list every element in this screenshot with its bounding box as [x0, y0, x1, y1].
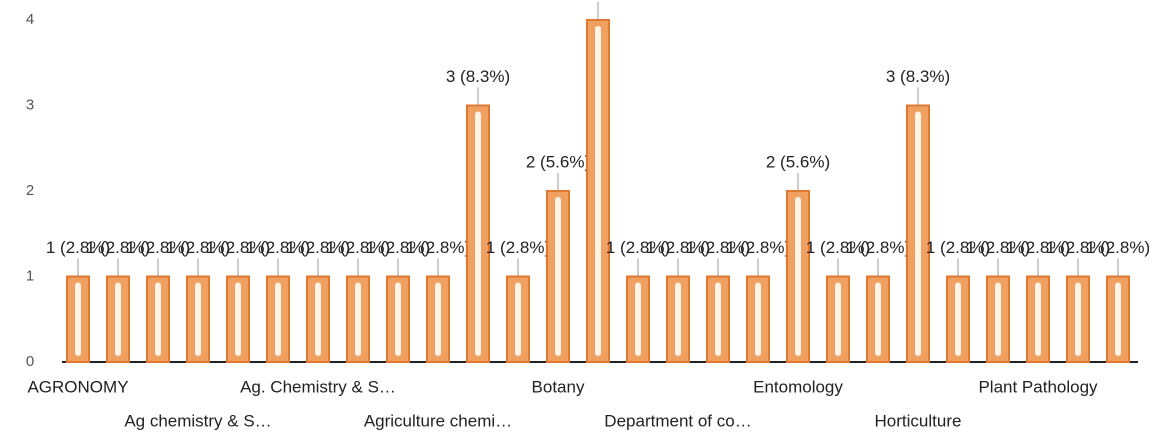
x-tick-label: Agriculture chemi…	[364, 411, 512, 430]
bar-highlight	[275, 282, 281, 356]
bar-highlight	[315, 282, 321, 356]
bar-highlight	[1115, 282, 1121, 356]
data-label: 1 (2.8%)	[606, 238, 670, 257]
bar-highlight	[675, 282, 681, 356]
bar-highlight	[875, 282, 881, 356]
bar-highlight	[195, 282, 201, 356]
y-tick-label: 2	[26, 182, 34, 199]
bar-highlight	[435, 282, 441, 356]
bar-highlight	[915, 111, 921, 356]
bar-highlight	[795, 197, 801, 356]
data-label: 1 (2.8%)	[846, 238, 910, 257]
data-label: 1 (2.8%)	[86, 238, 150, 257]
data-label: 1 (2.8%)	[406, 238, 470, 257]
bar-highlight	[715, 282, 721, 356]
bar-highlight	[515, 282, 521, 356]
data-label: 1 (2.8%)	[646, 238, 710, 257]
data-label: 1 (2.8%)	[966, 238, 1030, 257]
bar-highlight	[755, 282, 761, 356]
data-label: 1 (2.8%)	[806, 238, 870, 257]
y-tick-label: 3	[26, 96, 34, 113]
bar-highlight	[1075, 282, 1081, 356]
data-label: 1 (2.8%)	[1006, 238, 1070, 257]
data-label: 1 (2.8%)	[686, 238, 750, 257]
x-tick-label: Botany	[532, 377, 585, 396]
x-tick-label: Entomology	[753, 377, 843, 396]
data-label: 1 (2.8%)	[366, 238, 430, 257]
x-tick-label: Department of co…	[604, 411, 751, 430]
data-label: 1 (2.8%)	[246, 238, 310, 257]
data-label: 3 (8.3%)	[886, 67, 950, 86]
bar-highlight	[355, 282, 361, 356]
x-tick-label: Plant Pathology	[978, 377, 1098, 396]
data-label: 3 (8.3%)	[446, 67, 510, 86]
x-tick-label: Horticulture	[875, 411, 962, 430]
data-label: 1 (2.8%)	[286, 238, 350, 257]
data-label: 1 (2.8%)	[726, 238, 790, 257]
bar-highlight	[635, 282, 641, 356]
x-tick-label: AGRONOMY	[27, 377, 128, 396]
data-label: 1 (2.8%)	[206, 238, 270, 257]
bar-highlight	[75, 282, 81, 356]
bar-highlight	[955, 282, 961, 356]
data-label: 1 (2.8%)	[926, 238, 990, 257]
bar-highlight	[555, 197, 561, 356]
data-label: 1 (2.8%)	[1046, 238, 1110, 257]
data-label: 2 (5.6%)	[526, 152, 590, 171]
y-tick-label: 4	[26, 11, 34, 28]
data-label: 2 (5.6%)	[766, 152, 830, 171]
bar-highlight	[395, 282, 401, 356]
y-tick-label: 0	[26, 353, 34, 370]
bar-highlight	[475, 111, 481, 356]
x-tick-label: Ag chemistry & S…	[124, 411, 271, 430]
bar-highlight	[995, 282, 1001, 356]
y-tick-label: 1	[26, 267, 34, 284]
bar-highlight	[595, 26, 601, 356]
data-label: 1 (2.8%)	[486, 238, 550, 257]
data-label: 1 (2.8%)	[1086, 238, 1149, 257]
data-label: 1 (2.8%)	[166, 238, 230, 257]
bar-highlight	[1035, 282, 1041, 356]
bar-highlight	[235, 282, 241, 356]
data-label: 1 (2.8%)	[126, 238, 190, 257]
bar-highlight	[835, 282, 841, 356]
bar-highlight	[155, 282, 161, 356]
data-label: 1 (2.8%)	[326, 238, 390, 257]
bar-highlight	[115, 282, 121, 356]
x-tick-label: Ag. Chemistry & S…	[240, 377, 396, 396]
data-label: 1 (2.8%)	[46, 238, 110, 257]
